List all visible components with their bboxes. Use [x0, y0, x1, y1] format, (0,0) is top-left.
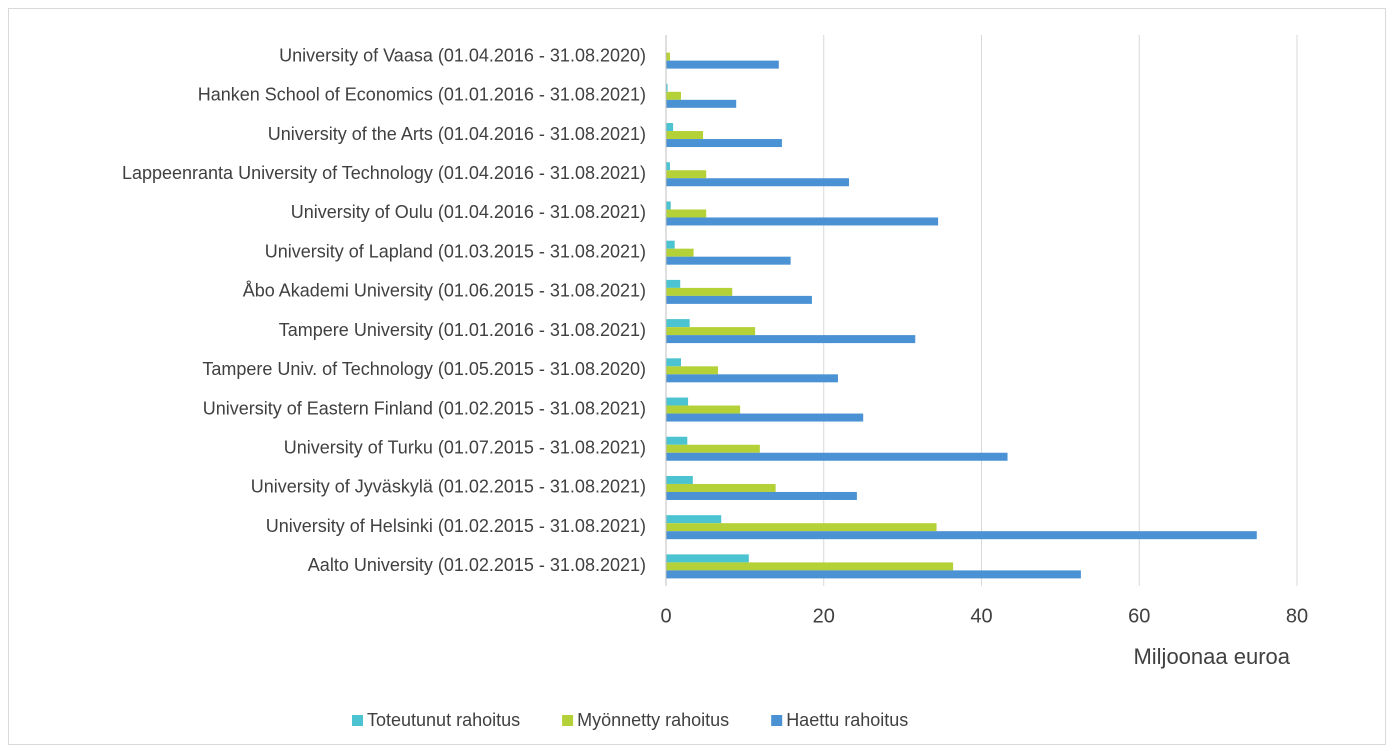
bar	[666, 162, 670, 171]
bar	[666, 405, 741, 414]
bar	[666, 295, 812, 304]
y-tick-label: Lappeenranta University of Technology (0…	[122, 163, 646, 183]
bar	[666, 523, 937, 532]
legend-swatch	[352, 715, 363, 726]
bar	[666, 178, 849, 187]
bar	[666, 366, 719, 375]
y-tick-label: Aalto University (01.02.2015 - 31.08.202…	[308, 555, 646, 575]
bar	[666, 209, 707, 218]
bar	[666, 436, 688, 445]
bar	[666, 475, 693, 484]
x-axis-title: Miljoonaa euroa	[1133, 644, 1290, 669]
bar	[666, 287, 733, 296]
bar	[666, 444, 760, 453]
bar	[666, 248, 694, 257]
bar	[666, 217, 939, 226]
bar	[666, 279, 681, 288]
bar	[666, 570, 1081, 579]
bar	[666, 397, 689, 406]
y-tick-label: University of Helsinki (01.02.2015 - 31.…	[266, 516, 646, 536]
bar	[666, 452, 1008, 461]
x-tick-label: 80	[1286, 605, 1308, 627]
y-tick-label: University of Vaasa (01.04.2016 - 31.08.…	[279, 45, 646, 65]
legend-swatch	[562, 715, 574, 726]
bar	[666, 358, 681, 367]
bar	[666, 335, 916, 344]
bar	[666, 531, 1257, 540]
bar	[666, 240, 675, 249]
bar	[666, 60, 779, 69]
legend-label: Myönnetty rahoitus	[577, 710, 729, 730]
bar	[666, 562, 954, 571]
bar	[666, 201, 671, 210]
y-tick-label: Tampere Univ. of Technology (01.05.2015 …	[202, 359, 646, 379]
bar	[666, 554, 749, 563]
bar	[666, 413, 864, 422]
bar	[666, 483, 776, 492]
legend-label: Toteutunut rahoitus	[367, 710, 520, 730]
bar	[666, 491, 857, 500]
y-tick-label: University of Turku (01.07.2015 - 31.08.…	[284, 438, 646, 458]
x-tick-label: 20	[813, 605, 835, 627]
y-tick-label: Åbo Akademi University (01.06.2015 - 31.…	[243, 281, 646, 301]
y-tick-label: University of Eastern Finland (01.02.201…	[203, 398, 646, 418]
y-tick-label: University of Jyväskylä (01.02.2015 - 31…	[251, 477, 646, 497]
bar	[666, 139, 782, 148]
bar	[666, 83, 668, 92]
y-tick-label: University of the Arts (01.04.2016 - 31.…	[268, 124, 646, 144]
y-tick-label: University of Lapland (01.03.2015 - 31.0…	[265, 241, 646, 261]
bar	[666, 319, 690, 328]
legend-label: Haettu rahoitus	[786, 710, 908, 730]
bar	[666, 91, 681, 100]
x-tick-label: 40	[970, 605, 992, 627]
bar	[666, 52, 670, 61]
y-tick-label: Hanken School of Economics (01.01.2016 -…	[198, 85, 646, 105]
bar	[666, 374, 838, 383]
y-tick-label: Tampere University (01.01.2016 - 31.08.2…	[279, 320, 646, 340]
legend-swatch	[771, 715, 783, 726]
x-tick-label: 0	[660, 605, 671, 627]
bar	[666, 131, 704, 140]
bar	[666, 515, 722, 524]
bar	[666, 256, 791, 265]
y-tick-label: University of Oulu (01.04.2016 - 31.08.2…	[291, 202, 646, 222]
bar	[666, 99, 737, 108]
bar	[666, 170, 707, 179]
x-tick-label: 60	[1128, 605, 1150, 627]
bar	[666, 327, 756, 336]
bar	[666, 123, 674, 132]
